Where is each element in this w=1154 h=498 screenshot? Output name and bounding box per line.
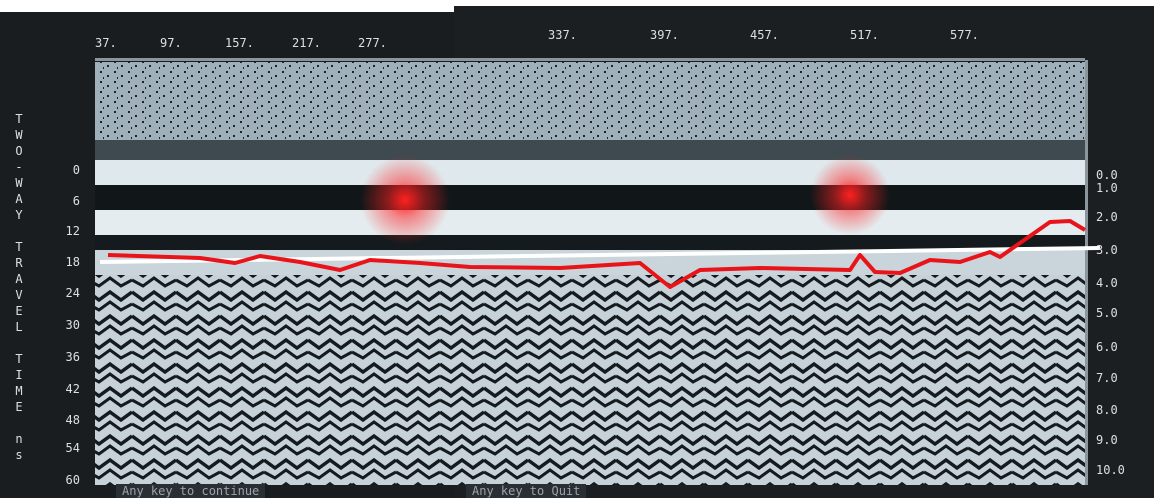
right-tick-label: 5.0 bbox=[1096, 306, 1118, 320]
left-axis-title: TWO-WAY TRAVEL TIME ns bbox=[12, 112, 26, 464]
left-tick-label: 36 bbox=[65, 350, 80, 364]
right-tick-label: 0.0 bbox=[1096, 168, 1118, 182]
right-tick-label: 6.0 bbox=[1096, 340, 1118, 354]
right-tick-label: 4.0 bbox=[1096, 276, 1118, 290]
left-tick-label: 60 bbox=[65, 473, 80, 487]
top-tick-label: 457. bbox=[750, 28, 779, 42]
right-tick-label: 8.0 bbox=[1096, 403, 1118, 417]
left-tick-label: 42 bbox=[65, 382, 80, 396]
footer-message: Any key to continue bbox=[116, 484, 266, 498]
traced-interface bbox=[107, 219, 1087, 289]
left-tick-label: 18 bbox=[65, 255, 80, 269]
right-tick-label: 3.0 bbox=[1096, 243, 1118, 257]
footer-message: Any key to Quit bbox=[466, 484, 587, 498]
left-tick-label: 30 bbox=[65, 318, 80, 332]
right-ruler bbox=[1085, 60, 1088, 485]
noise-zone bbox=[95, 62, 1085, 142]
reflection-zone bbox=[95, 275, 1085, 485]
top-tick-label: 517. bbox=[850, 28, 879, 42]
right-tick-label: 10.0 bbox=[1096, 463, 1125, 477]
band bbox=[95, 185, 1085, 210]
band bbox=[95, 160, 1085, 185]
glare bbox=[810, 155, 890, 235]
band bbox=[95, 140, 1085, 160]
top-ruler bbox=[95, 58, 1085, 61]
right-tick-label: 9.0 bbox=[1096, 433, 1118, 447]
top-tick-label: 577. bbox=[950, 28, 979, 42]
top-tick-label: 217. bbox=[292, 36, 321, 50]
glare bbox=[360, 155, 450, 245]
top-tick-label: 37. bbox=[95, 36, 117, 50]
right-tick-label: 1.0 bbox=[1096, 181, 1118, 195]
band bbox=[95, 235, 1085, 250]
left-tick-label: 0 bbox=[72, 163, 80, 177]
top-tick-label: 97. bbox=[160, 36, 182, 50]
top-tick-label: 397. bbox=[650, 28, 679, 42]
left-tick-label: 12 bbox=[65, 224, 80, 238]
top-tick-label: 157. bbox=[225, 36, 254, 50]
left-tick-label: 24 bbox=[65, 286, 80, 300]
top-tick-label: 277. bbox=[358, 36, 387, 50]
right-tick-label: 7.0 bbox=[1096, 371, 1118, 385]
right-tick-label: 2.0 bbox=[1096, 210, 1118, 224]
top-tick-label: 337. bbox=[548, 28, 577, 42]
left-tick-label: 54 bbox=[65, 441, 80, 455]
band bbox=[95, 210, 1085, 235]
left-tick-label: 6 bbox=[72, 194, 80, 208]
reference-line bbox=[99, 246, 1101, 264]
left-tick-label: 48 bbox=[65, 413, 80, 427]
